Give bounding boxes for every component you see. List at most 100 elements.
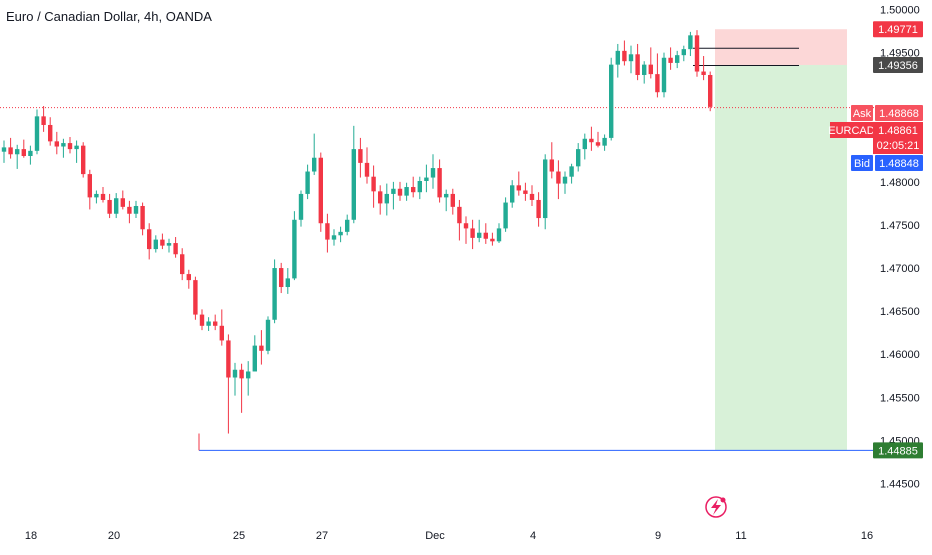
candle bbox=[1, 140, 7, 163]
candle-body bbox=[87, 174, 92, 198]
candle-body bbox=[193, 280, 198, 315]
candle bbox=[107, 193, 112, 219]
candle bbox=[701, 56, 706, 81]
candle bbox=[668, 47, 673, 70]
candle-body bbox=[61, 143, 66, 147]
candle-body bbox=[463, 223, 469, 229]
stop-price-label-text: 1.49771 bbox=[878, 24, 918, 36]
candle-body bbox=[675, 55, 680, 63]
x-tick-label: Dec bbox=[425, 530, 445, 542]
candle-body bbox=[206, 321, 211, 326]
candle bbox=[648, 47, 653, 79]
ask-price-label-text: 1.48868 bbox=[879, 108, 919, 120]
candle bbox=[120, 190, 125, 210]
candle-body bbox=[318, 157, 323, 224]
y-tick-label: 1.49500 bbox=[880, 48, 920, 60]
candle bbox=[622, 40, 627, 66]
candle bbox=[34, 109, 40, 155]
candle-body bbox=[595, 142, 601, 146]
candle bbox=[483, 223, 488, 244]
candle bbox=[298, 190, 304, 227]
candle-body bbox=[417, 180, 422, 193]
candle bbox=[397, 181, 403, 201]
candle-body bbox=[569, 166, 574, 177]
candle bbox=[358, 137, 363, 178]
candle bbox=[239, 363, 244, 413]
candle bbox=[536, 192, 541, 227]
y-tick-label: 1.45500 bbox=[880, 392, 920, 404]
candle-body bbox=[470, 228, 475, 238]
y-tick-label: 1.47000 bbox=[880, 263, 920, 275]
bid-price-label-bg bbox=[875, 155, 923, 171]
candle bbox=[688, 31, 693, 57]
candle-body bbox=[325, 223, 330, 240]
candle-body bbox=[252, 345, 257, 372]
candle-body bbox=[529, 193, 535, 200]
event-icon bbox=[705, 496, 727, 518]
candle-body bbox=[609, 64, 614, 138]
candle bbox=[312, 133, 317, 175]
ask-price-label: 1.48868 bbox=[875, 105, 923, 121]
candle-body bbox=[556, 171, 561, 184]
candle-body bbox=[510, 185, 515, 203]
candle-body bbox=[28, 150, 33, 157]
candle bbox=[246, 361, 251, 396]
candle-body bbox=[81, 145, 86, 175]
y-tick-label: 1.47500 bbox=[880, 220, 920, 232]
candle bbox=[708, 71, 713, 112]
candle-body bbox=[648, 64, 653, 75]
x-tick-label: 4 bbox=[530, 530, 536, 542]
candle bbox=[424, 164, 429, 193]
chart-icons bbox=[705, 496, 727, 518]
candle bbox=[655, 53, 660, 98]
candle bbox=[41, 106, 46, 132]
candle-body bbox=[345, 219, 350, 232]
candle-body bbox=[582, 138, 587, 150]
entry-price-label-bg bbox=[873, 56, 923, 73]
horizontal-lines bbox=[0, 47, 876, 451]
candle bbox=[543, 154, 548, 230]
candle-body bbox=[477, 232, 482, 238]
candle-body bbox=[589, 138, 594, 143]
candle-body bbox=[219, 325, 224, 341]
x-tick-label: 11 bbox=[735, 530, 746, 542]
take-profit-zone bbox=[715, 64, 847, 451]
candle-body bbox=[15, 149, 20, 155]
bid-price-label: 1.48848 bbox=[875, 155, 923, 171]
candles bbox=[1, 30, 713, 434]
candle-body bbox=[694, 35, 700, 72]
candle bbox=[173, 237, 178, 258]
candle bbox=[15, 144, 20, 169]
candle-body bbox=[378, 191, 383, 204]
candle-body bbox=[41, 116, 46, 125]
candle-body bbox=[384, 193, 389, 204]
candle bbox=[457, 199, 462, 241]
candle bbox=[635, 43, 640, 81]
candle bbox=[61, 138, 66, 158]
candle-body bbox=[457, 206, 462, 224]
x-tick-label: 16 bbox=[861, 530, 873, 542]
candle bbox=[661, 52, 667, 98]
candle-body bbox=[133, 205, 139, 214]
candle bbox=[54, 131, 59, 155]
symbol-tag-bg bbox=[830, 122, 873, 138]
candle-body bbox=[549, 159, 554, 172]
candle-body bbox=[444, 193, 449, 198]
candle bbox=[609, 57, 614, 141]
target-price-label-text: 1.44885 bbox=[878, 445, 918, 457]
candle bbox=[615, 43, 620, 78]
candle bbox=[589, 126, 594, 151]
candle bbox=[602, 134, 607, 151]
candle-body bbox=[21, 149, 26, 157]
candle-body bbox=[54, 141, 59, 147]
target-price-label: 1.44885 bbox=[873, 442, 923, 459]
candle-body bbox=[100, 193, 106, 200]
x-tick-label: 25 bbox=[233, 530, 245, 542]
candle-body bbox=[226, 340, 231, 378]
candle-body bbox=[391, 188, 396, 194]
candle bbox=[186, 269, 191, 289]
candle bbox=[160, 233, 165, 250]
candle bbox=[404, 182, 409, 201]
